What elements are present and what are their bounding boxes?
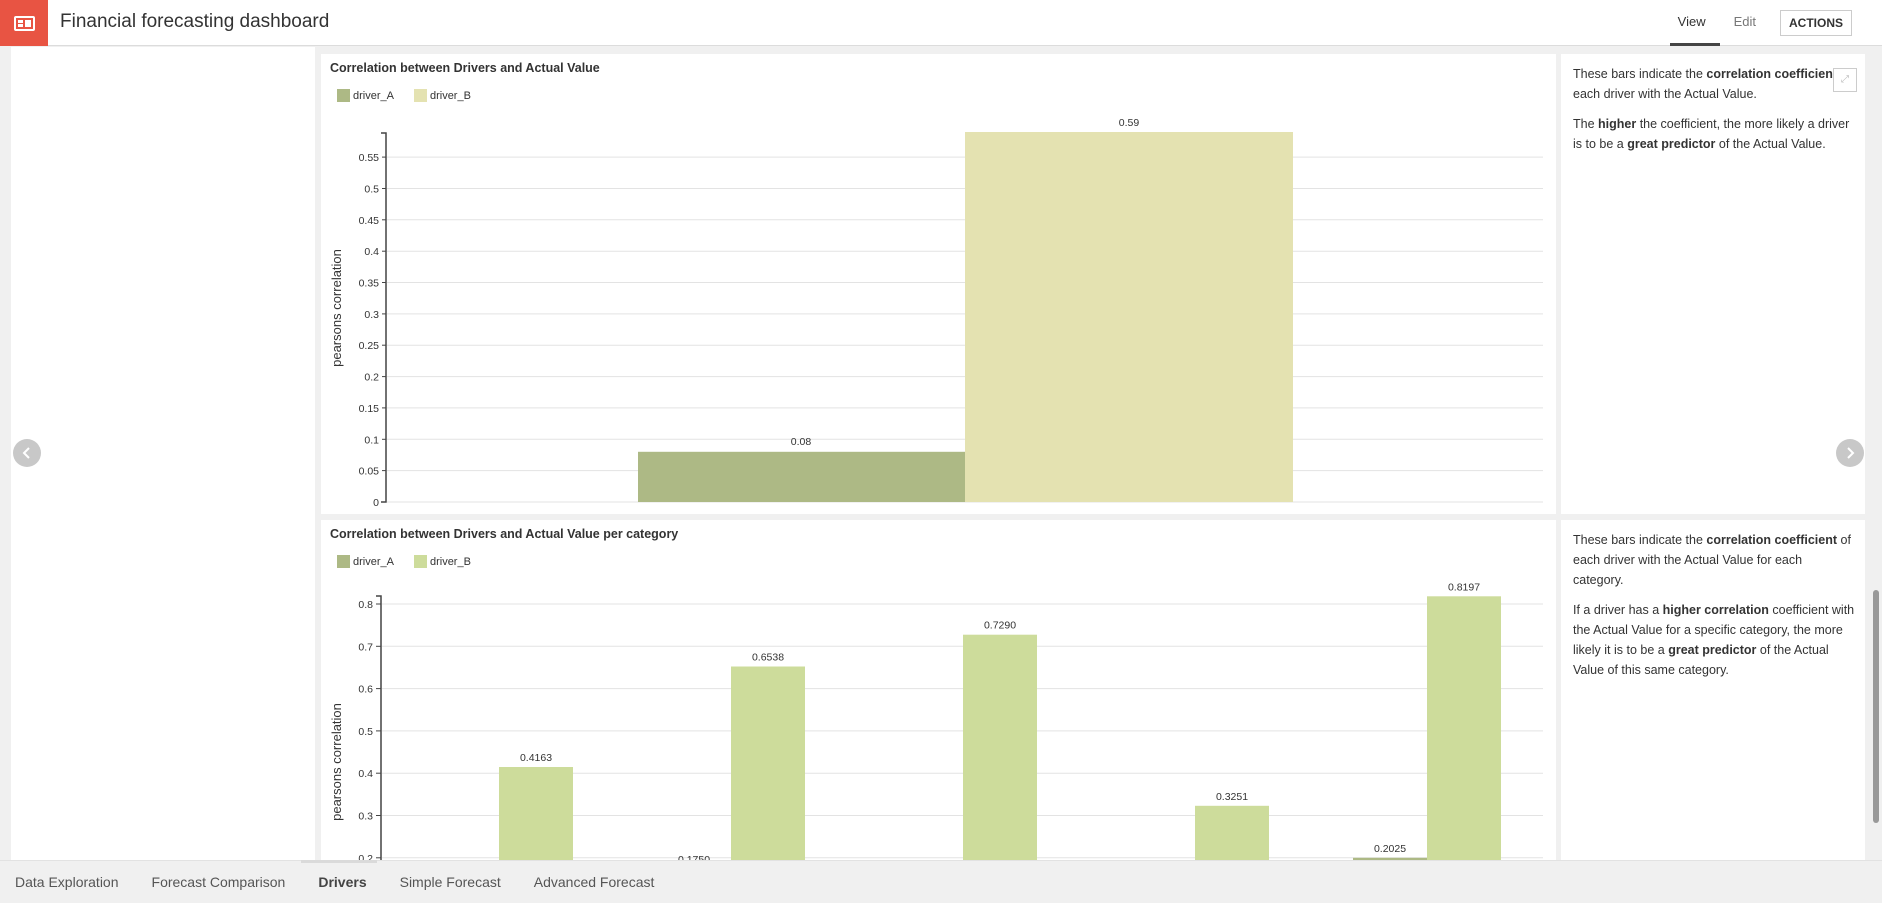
- bar-driver-a[interactable]: [638, 451, 965, 502]
- svg-text:0.3251: 0.3251: [1216, 791, 1248, 803]
- chart-title: Correlation between Drivers and Actual V…: [330, 61, 600, 75]
- legend-item-driver-a[interactable]: driver_A: [337, 555, 394, 568]
- page-title: Financial forecasting dashboard: [60, 11, 330, 32]
- description-paragraph: These bars indicate the correlation coef…: [1573, 533, 1851, 587]
- bar-value-label: 0.08: [791, 436, 812, 448]
- description-paragraph: The higher the coefficient, the more lik…: [1573, 117, 1850, 151]
- bar-chart: 0.08 0.59 0 0.05 0.1 0.15 0.2 0.25 0.3 0…: [329, 117, 1543, 509]
- legend-swatch: [337, 89, 350, 102]
- tab-forecast-comparison[interactable]: Forecast Comparison: [151, 874, 286, 890]
- svg-text:0.4163: 0.4163: [520, 752, 552, 764]
- y-axis-label: pearsons correlation: [329, 249, 344, 367]
- bar-driver-a[interactable]: [1353, 857, 1427, 860]
- svg-text:0.1750: 0.1750: [678, 854, 710, 860]
- mode-tabs: View Edit ACTIONS: [1664, 0, 1882, 46]
- svg-text:0.6538: 0.6538: [752, 652, 784, 664]
- description-paragraph: If a driver has a higher correlation coe…: [1573, 603, 1855, 677]
- svg-text:0.55: 0.55: [359, 152, 380, 164]
- legend-swatch: [413, 555, 427, 568]
- chart-card-per-category: Correlation between Drivers and Actual V…: [321, 520, 1556, 860]
- bar-driver-b[interactable]: [499, 767, 573, 860]
- svg-text:0.25: 0.25: [359, 340, 380, 352]
- chart-title: Correlation between Drivers and Actual V…: [330, 527, 679, 541]
- svg-text:0.6: 0.6: [358, 684, 373, 696]
- legend-label: driver_B: [429, 89, 471, 102]
- bar-driver-b[interactable]: [965, 132, 1293, 502]
- svg-text:0.5: 0.5: [358, 726, 373, 738]
- description-card-overall: ⤢ These bars indicate the correlation co…: [1561, 54, 1865, 514]
- chevron-left-icon: [22, 447, 30, 459]
- chart-card-overall: Correlation between Drivers and Actual V…: [321, 54, 1556, 514]
- description-paragraph: These bars indicate the correlation coef…: [1573, 67, 1851, 101]
- svg-text:0.7: 0.7: [358, 641, 373, 653]
- next-slide-button[interactable]: [1836, 439, 1864, 467]
- active-tab-indicator: [301, 860, 377, 863]
- chart-legend: driver_A driver_B: [337, 555, 491, 568]
- svg-text:0.3: 0.3: [364, 309, 379, 321]
- svg-text:0.4: 0.4: [358, 768, 373, 780]
- y-axis-label: pearsons correlation: [329, 703, 344, 821]
- bar-driver-b[interactable]: [963, 634, 1037, 860]
- actions-button[interactable]: ACTIONS: [1780, 10, 1852, 36]
- svg-text:0.4: 0.4: [364, 246, 379, 258]
- left-panel: [11, 47, 315, 860]
- svg-text:0.2: 0.2: [358, 853, 373, 860]
- tab-edit[interactable]: Edit: [1733, 14, 1756, 29]
- slide-tabs: Data Exploration Forecast Comparison Dri…: [0, 860, 1882, 903]
- vertical-scrollbar[interactable]: [1873, 590, 1879, 823]
- legend-label: driver_A: [353, 89, 394, 102]
- svg-text:0.2: 0.2: [364, 372, 379, 384]
- bar-chart: 0.4163 0.6538 0.7290 0.3251 0.8197 0.175…: [329, 581, 1543, 861]
- bar-value-label: 0.59: [1119, 117, 1140, 129]
- expand-icon[interactable]: ⤢: [1833, 68, 1857, 92]
- bar-driver-b[interactable]: [731, 666, 805, 861]
- legend-item-driver-b[interactable]: driver_B: [413, 89, 471, 102]
- bar-driver-b[interactable]: [1195, 805, 1269, 860]
- top-header: Financial forecasting dashboard View Edi…: [0, 0, 1882, 46]
- svg-text:0.45: 0.45: [359, 215, 380, 227]
- chevron-right-icon: [1847, 447, 1855, 459]
- tab-simple-forecast[interactable]: Simple Forecast: [399, 874, 501, 890]
- bar-driver-b[interactable]: [1427, 596, 1501, 860]
- svg-text:0.1: 0.1: [364, 434, 379, 446]
- tab-advanced-forecast[interactable]: Advanced Forecast: [533, 874, 655, 890]
- legend-item-driver-b[interactable]: driver_B: [413, 555, 471, 568]
- legend-swatch: [337, 555, 350, 568]
- svg-text:0.3: 0.3: [358, 811, 373, 823]
- chart-legend: driver_A driver_B: [337, 89, 491, 102]
- previous-slide-button[interactable]: [13, 439, 41, 467]
- svg-text:0.7290: 0.7290: [984, 620, 1016, 632]
- legend-swatch: [413, 89, 427, 102]
- svg-text:0.15: 0.15: [359, 403, 380, 415]
- tab-data-exploration[interactable]: Data Exploration: [15, 874, 119, 890]
- svg-text:0.8197: 0.8197: [1448, 581, 1480, 593]
- tab-view[interactable]: View: [1664, 0, 1720, 46]
- svg-text:0.8: 0.8: [358, 599, 373, 611]
- app-logo[interactable]: [0, 0, 48, 46]
- description-card-per-category: These bars indicate the correlation coef…: [1561, 520, 1865, 860]
- legend-item-driver-a[interactable]: driver_A: [337, 89, 394, 102]
- svg-text:0.2025: 0.2025: [1374, 843, 1406, 855]
- tab-drivers[interactable]: Drivers: [318, 874, 367, 890]
- svg-text:0: 0: [373, 497, 379, 509]
- legend-label: driver_A: [353, 555, 394, 568]
- svg-text:0.5: 0.5: [364, 184, 379, 196]
- legend-label: driver_B: [429, 555, 471, 568]
- svg-text:0.05: 0.05: [359, 466, 380, 478]
- svg-text:0.35: 0.35: [359, 278, 380, 290]
- dashboard-icon: [13, 15, 35, 31]
